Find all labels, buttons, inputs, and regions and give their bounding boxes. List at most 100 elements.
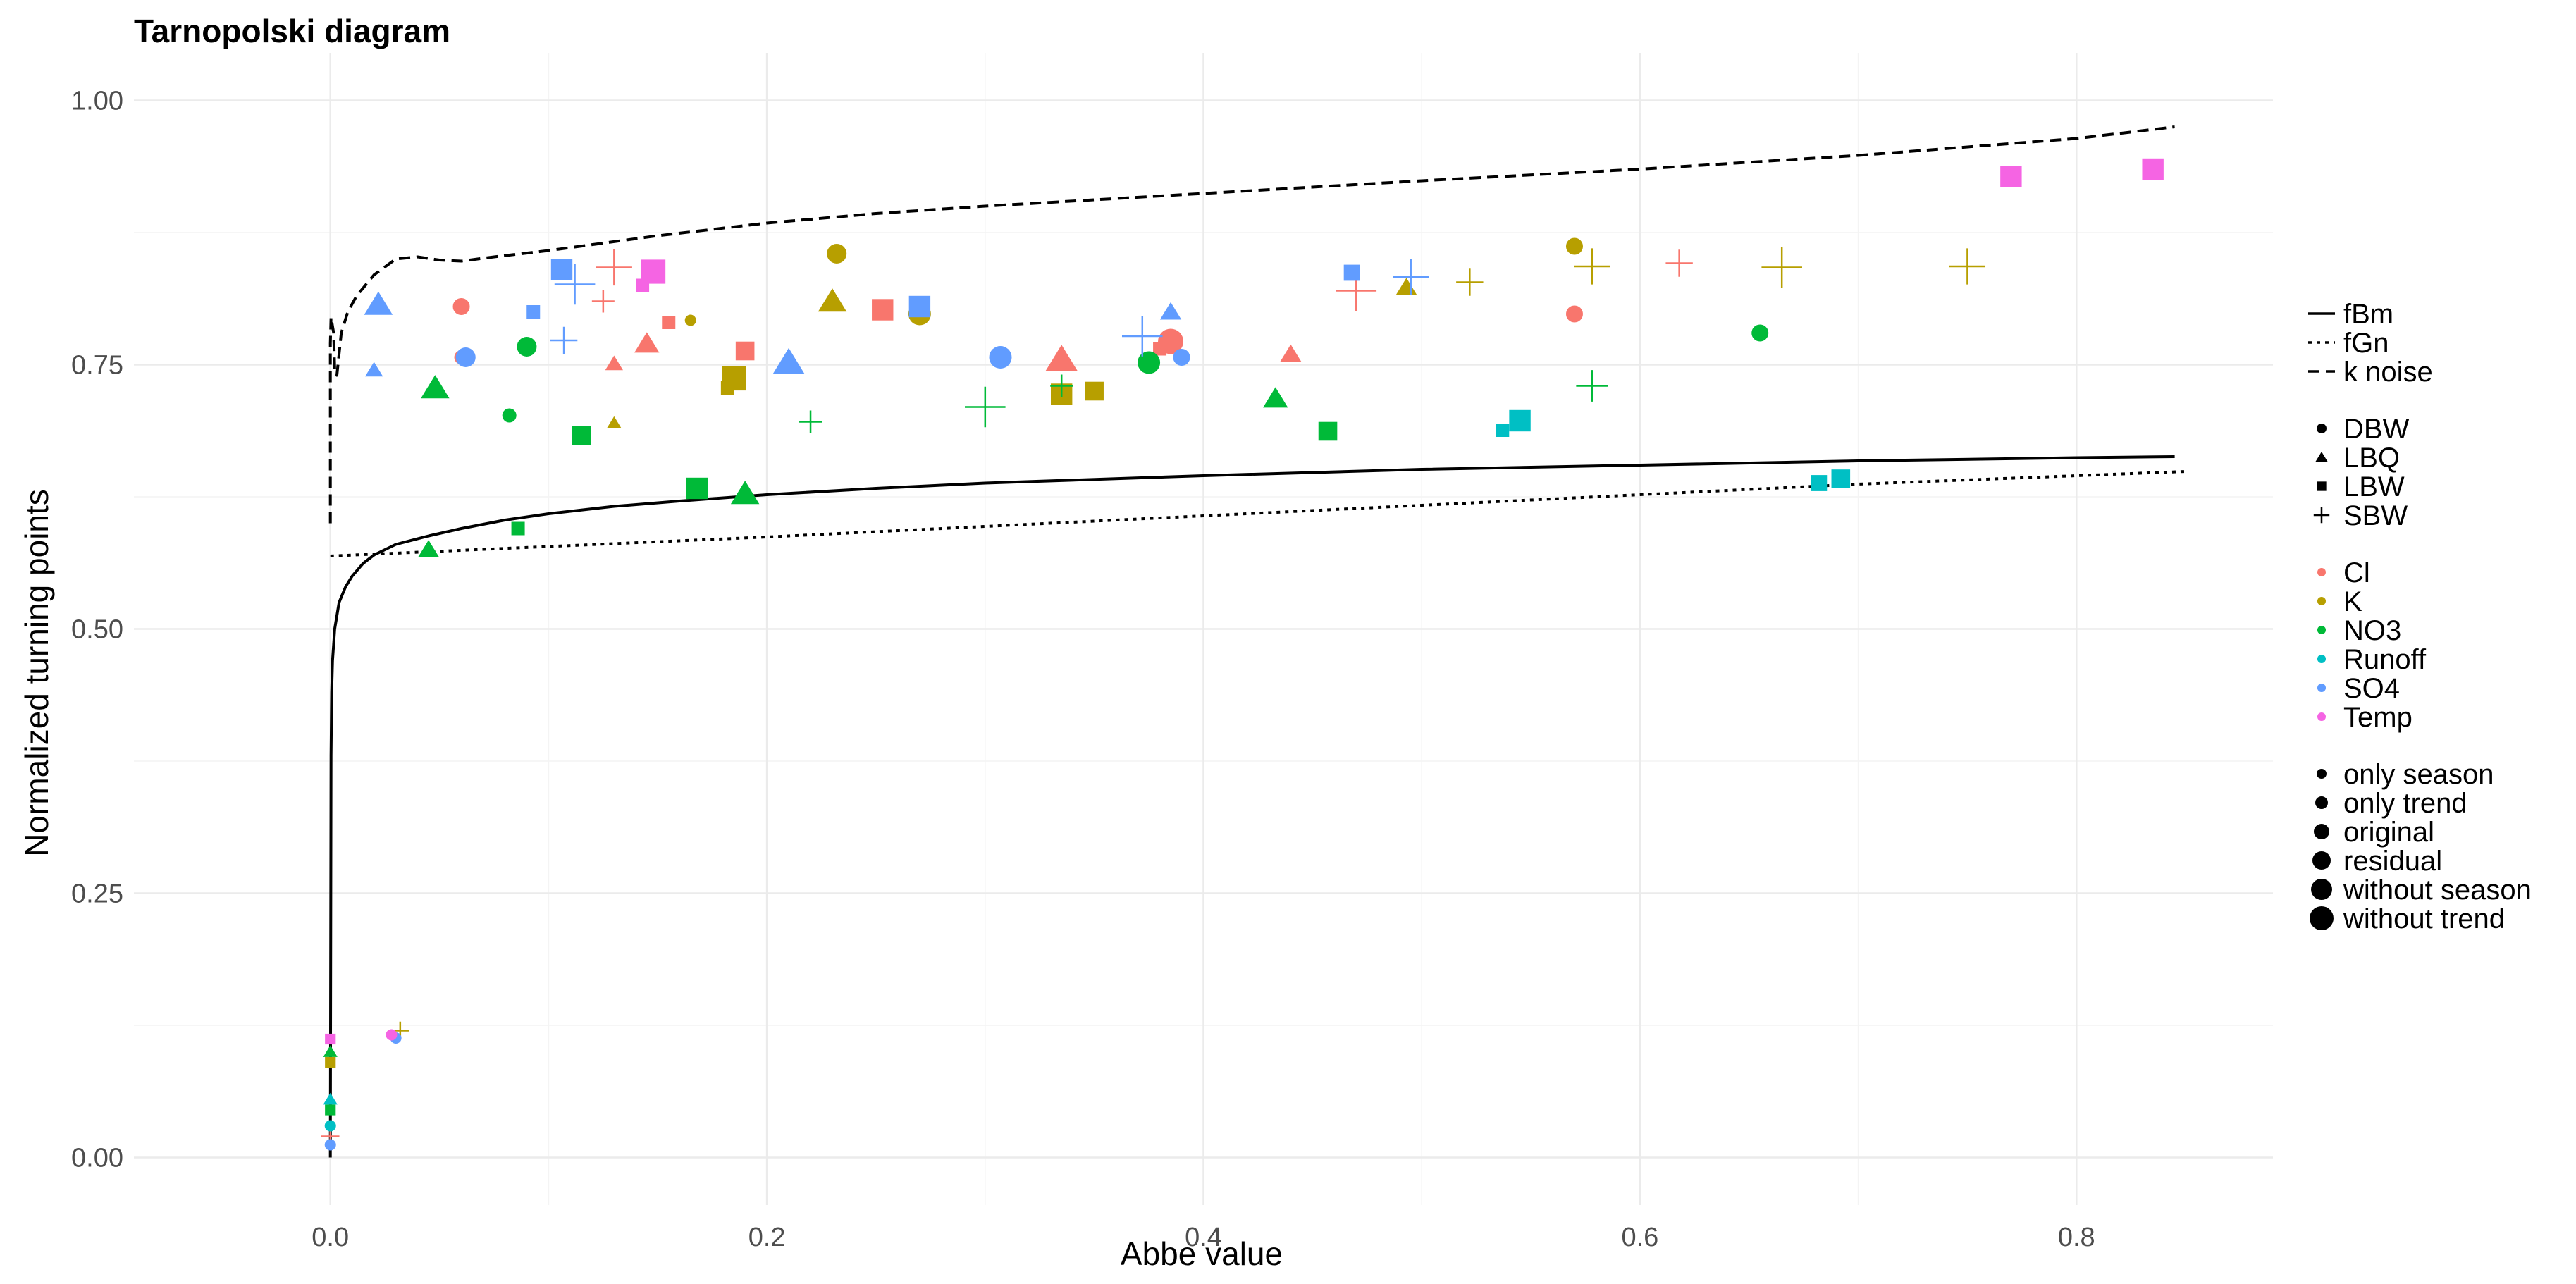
point-k <box>684 314 696 326</box>
point-so4 <box>550 259 573 280</box>
point-cl <box>1045 345 1078 371</box>
point-k <box>827 244 847 264</box>
x-axis-title: Abbe value <box>1121 1235 1283 1272</box>
point-no3 <box>1262 387 1288 408</box>
y-tick-label: 0.00 <box>71 1144 123 1173</box>
point-k <box>1085 381 1104 401</box>
point-so4 <box>1159 302 1182 320</box>
point-temp <box>2000 166 2022 187</box>
point-no3 <box>730 481 760 505</box>
point-so4 <box>550 326 578 354</box>
point-so4 <box>526 305 541 319</box>
point-no3 <box>325 1104 336 1116</box>
point-runoff <box>1831 469 1851 488</box>
point-no3 <box>502 408 517 423</box>
point-no3 <box>1050 374 1073 397</box>
x-tick-label: 0.4 <box>1185 1223 1222 1252</box>
point-so4 <box>1121 316 1163 357</box>
legend-key-size <box>2311 879 2332 900</box>
grid <box>134 53 2273 1205</box>
legend-label: Cl <box>2343 557 2370 588</box>
point-no3 <box>1138 351 1161 374</box>
data-points <box>321 158 2164 1151</box>
point-so4 <box>554 264 596 305</box>
legend-key-temp <box>2317 712 2326 721</box>
point-cl <box>605 355 623 371</box>
legend-label: fBm <box>2343 299 2393 330</box>
legend-label: k noise <box>2343 357 2433 388</box>
legend-label: LBQ <box>2343 443 2400 474</box>
reference-lines <box>328 125 2186 1158</box>
point-k <box>1949 248 1986 285</box>
legend-label: DBW <box>2343 414 2410 445</box>
legend-label: Temp <box>2343 702 2412 733</box>
point-so4 <box>1343 264 1360 281</box>
point-cl <box>872 299 894 321</box>
point-runoff <box>323 1092 338 1105</box>
legend-label: residual <box>2343 846 2442 877</box>
chart-title: Tarnopolski diagram <box>134 13 450 49</box>
y-tick-label: 1.00 <box>71 87 123 116</box>
point-cl <box>735 341 755 361</box>
point-runoff <box>1496 424 1510 437</box>
y-tick-label: 0.75 <box>71 351 123 381</box>
legend-key-lbq <box>2315 451 2328 462</box>
point-so4 <box>455 347 476 367</box>
legend-label: Runoff <box>2343 644 2427 675</box>
point-no3 <box>965 386 1006 428</box>
legend-label: only trend <box>2343 788 2467 819</box>
legend-label: K <box>2343 586 2362 617</box>
point-no3 <box>686 477 708 500</box>
point-cl <box>596 249 632 286</box>
x-tick-label: 0.8 <box>2058 1223 2095 1252</box>
legend-key-dbw <box>2317 424 2327 433</box>
point-no3 <box>517 337 537 357</box>
x-tick-label: 0.6 <box>1621 1223 1658 1252</box>
legend-label: original <box>2343 817 2434 848</box>
point-cl <box>591 290 615 313</box>
legend-key-size <box>2312 851 2331 870</box>
point-no3 <box>323 1045 338 1057</box>
legend-label: fGn <box>2343 328 2389 359</box>
point-cl <box>662 316 676 329</box>
point-so4 <box>1173 349 1190 366</box>
legend-label: only season <box>2343 759 2494 790</box>
point-cl <box>1280 344 1302 362</box>
point-k <box>1456 268 1484 296</box>
point-no3 <box>1751 324 1769 342</box>
point-no3 <box>799 410 822 433</box>
point-runoff <box>324 1120 336 1132</box>
point-so4 <box>772 347 805 375</box>
point-so4 <box>364 291 393 315</box>
y-tick-label: 0.50 <box>71 615 123 645</box>
line-k-noise <box>328 125 2175 524</box>
point-temp <box>386 1029 398 1041</box>
line-fgn <box>330 470 2186 557</box>
point-cl <box>1665 249 1693 277</box>
legend-key-size <box>2315 796 2328 809</box>
point-k <box>722 366 746 391</box>
point-so4 <box>908 295 931 318</box>
point-k <box>607 416 622 428</box>
point-k <box>1395 278 1417 296</box>
point-no3 <box>1318 421 1338 441</box>
x-tick-label: 0.2 <box>748 1223 786 1252</box>
point-temp <box>325 1033 336 1045</box>
point-cl <box>634 332 660 353</box>
x-tick-label: 0.0 <box>312 1223 349 1252</box>
legend-key-size <box>2317 769 2327 779</box>
point-no3 <box>421 375 450 399</box>
legend-key-size <box>2314 824 2329 839</box>
point-k <box>1761 247 1802 288</box>
line-fbm <box>328 455 2175 1158</box>
point-runoff <box>1811 475 1828 491</box>
point-no3 <box>417 540 440 558</box>
legend-label: without trend <box>2343 903 2505 934</box>
point-k <box>818 288 847 312</box>
point-so4 <box>989 346 1012 369</box>
legend-key-no3 <box>2317 626 2326 634</box>
legend-label: LBW <box>2343 471 2405 502</box>
legend-key-lbw <box>2317 481 2327 491</box>
